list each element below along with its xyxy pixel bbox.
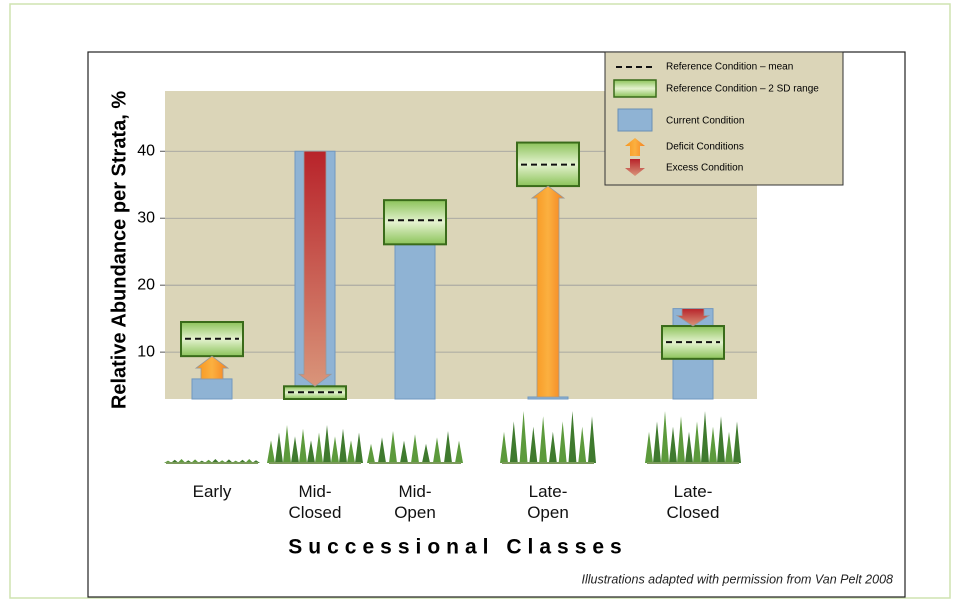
excess-arrow: [299, 151, 331, 386]
y-tick-label: 10: [137, 343, 155, 360]
y-tick-label: 30: [137, 209, 155, 226]
chart: 10 20 30 40 Relative Abundance per Strata, …: [0, 0, 960, 600]
x-tick-label: Mid- Open: [360, 481, 470, 523]
note: Illustrations adapted with permission fr…: [581, 572, 893, 586]
legend-label: Reference Condition – mean: [666, 62, 793, 73]
y-tick-label: 40: [137, 142, 155, 159]
current-bar: [192, 379, 232, 399]
legend-label: Deficit Conditions: [666, 142, 744, 153]
x-tick-label: Mid- Closed: [260, 481, 370, 523]
deficit-arrow: [532, 186, 564, 397]
legend-label: Reference Condition – 2 SD range: [666, 84, 819, 95]
page: 10 20 30 40 Relative Abundance per Strata, …: [0, 0, 960, 600]
legend-range-swatch: [614, 80, 656, 97]
legend-label: Current Condition: [666, 116, 744, 127]
legend-current-swatch: [618, 109, 652, 131]
reference-range: [384, 200, 446, 244]
y-tick-label: 20: [137, 276, 155, 293]
legend: Reference Condition – mean Reference Con…: [605, 52, 843, 185]
x-tick-label: Early: [157, 481, 267, 502]
x-tick-label: Late- Closed: [638, 481, 748, 523]
y-axis-label: Relative Abundance per Strata, %: [108, 91, 130, 409]
legend-label: Excess Condition: [666, 163, 743, 174]
x-axis-label: Successional Classes: [288, 536, 627, 559]
x-tick-label: Late- Open: [493, 481, 603, 523]
